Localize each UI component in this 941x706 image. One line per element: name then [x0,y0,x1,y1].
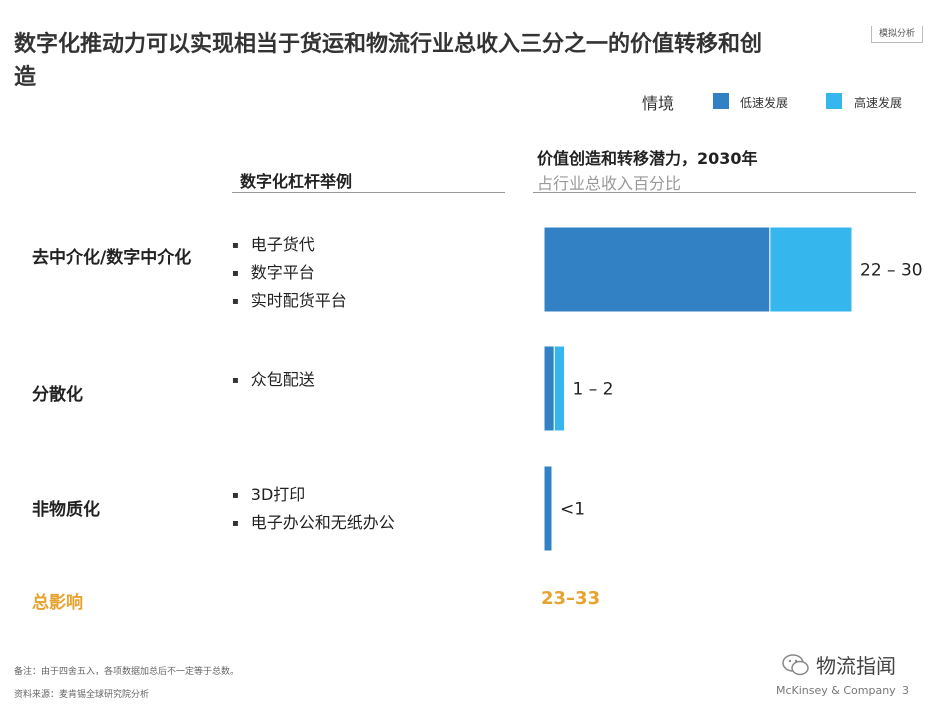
chart-subtitle: 占行业总收入百分比 [537,174,682,193]
bar-data-label: 22 – 30 [860,261,923,281]
brand-watermark: 物流指闻 [782,650,896,679]
legend-label-low: 低速发展 [740,96,789,110]
row-label-disintermediation: 去中介化/数字中介化 [32,248,192,268]
example-item: 实时配货平台 [232,288,347,316]
bar-segment-high-1 [553,345,566,432]
examples-header-rule [232,192,505,193]
source-note: 资料来源：麦肯锡全球研究院分析 [14,690,150,700]
legend-label-high: 高速发展 [854,96,903,110]
wechat-icon [782,653,809,675]
example-item: 众包配送 [232,367,315,395]
analysis-tag: 模拟分析 [871,26,923,43]
example-item: 电子货代 [232,232,347,260]
legend-swatch-high [826,93,842,109]
total-impact-value: 23–33 [541,588,601,609]
bar-segment-low-1 [543,345,555,432]
row-label-dematerialization: 非物质化 [32,500,100,520]
row-label-decentralization: 分散化 [32,385,83,405]
examples-column-header: 数字化杠杆举例 [240,172,353,191]
total-impact-label: 总影响 [32,593,83,613]
bar-segment-low-2 [543,465,553,552]
row-examples-decentralization: 众包配送 [232,367,315,395]
company-name: McKinsey & Company [776,684,896,697]
legend-swatch-low [713,93,729,109]
footnote: 备注：由于四舍五入，各项数据加总后不一定等于总数。 [14,667,240,677]
row-examples-dematerialization: 3D打印 电子办公和无纸办公 [232,482,395,538]
row-examples-disintermediation: 电子货代 数字平台 实时配货平台 [232,232,347,316]
chart-title: 价值创造和转移潜力，2030年 [537,149,758,168]
bar-segment-low-0 [543,226,771,313]
example-item: 数字平台 [232,260,347,288]
bar-data-label: 1 – 2 [573,380,614,400]
legend-title: 情境 [642,94,675,113]
page-title: 数字化推动力可以实现相当于货运和物流行业总收入三分之一的价值转移和创造 [14,32,763,90]
bar-segment-high-0 [769,226,853,313]
brand-name: 物流指闻 [816,654,896,678]
chart-header-rule [533,192,916,193]
page-number: 3 [902,684,909,697]
bar-data-label: <1 [560,500,585,520]
example-item: 电子办公和无纸办公 [232,510,395,538]
example-item: 3D打印 [232,482,395,510]
